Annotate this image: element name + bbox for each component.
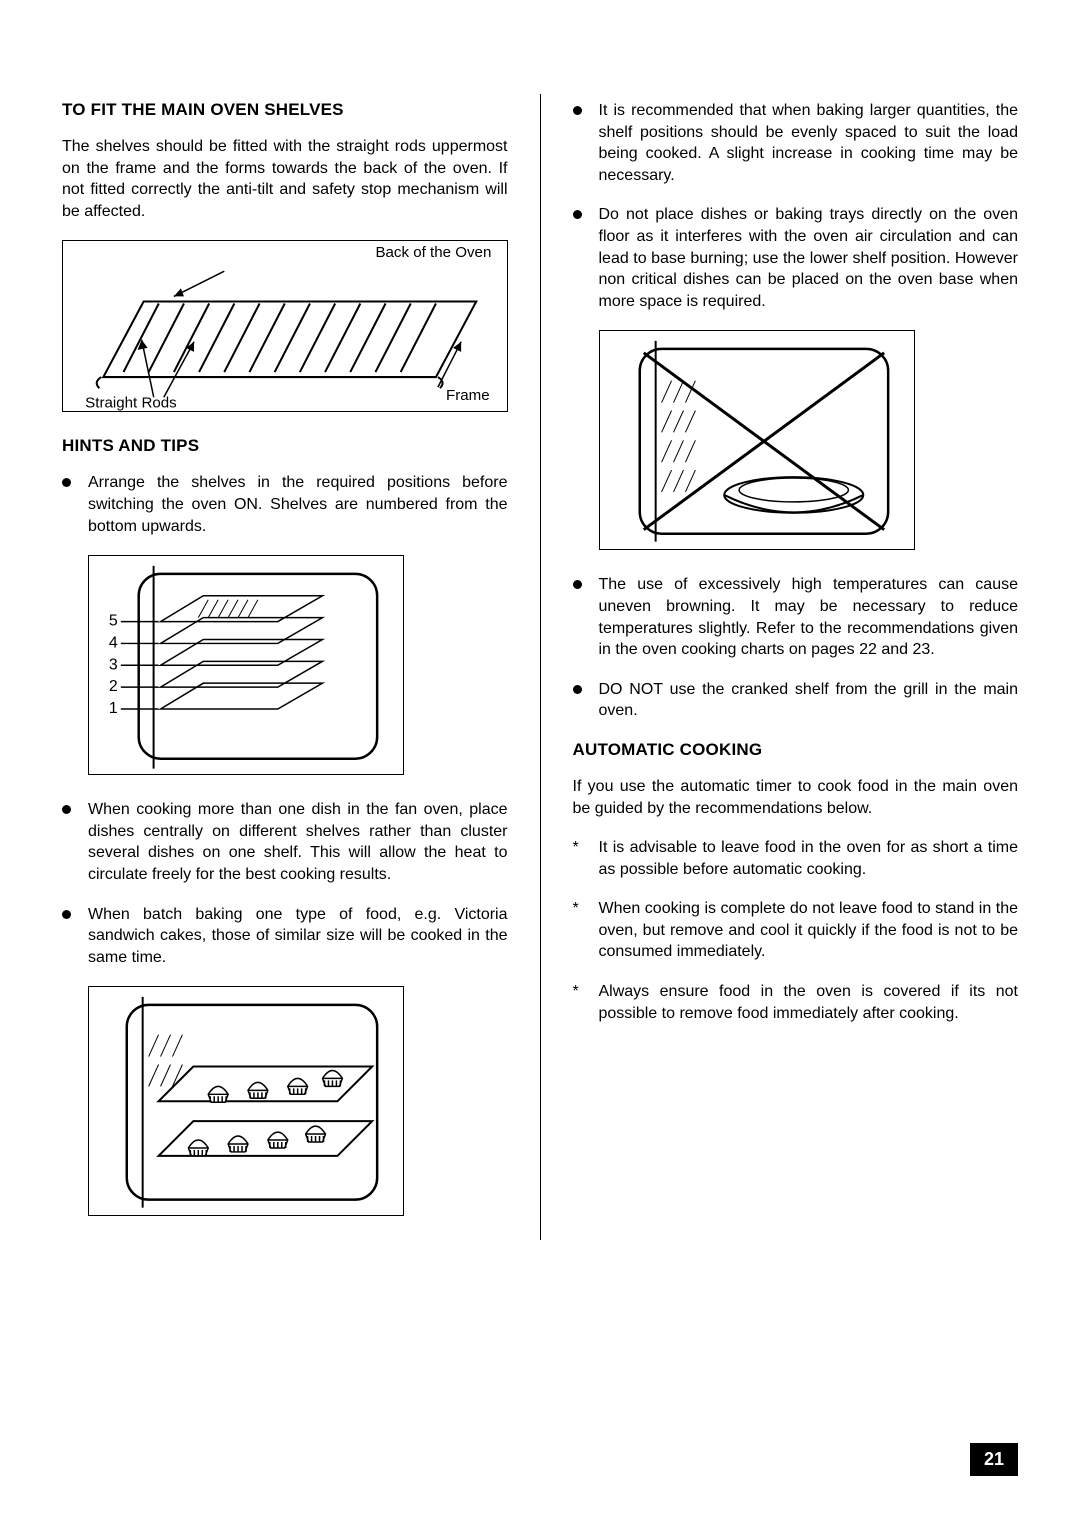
label-straight-rods: Straight Rods [85, 395, 177, 412]
tip-item: It is recommended that when baking large… [573, 100, 1019, 186]
page-number: 21 [970, 1443, 1018, 1476]
para-fit-shelves: The shelves should be fitted with the st… [62, 136, 508, 222]
auto-item: Always ensure food in the oven is covere… [573, 981, 1019, 1024]
figure-shelf-numbers: 5 4 3 2 1 [88, 555, 404, 775]
batch-baking-svg [89, 987, 403, 1216]
auto-item: It is advisable to leave food in the ove… [573, 837, 1019, 880]
tip-item: Do not place dishes or baking trays dire… [573, 204, 1019, 312]
shelf-numbers-svg: 5 4 3 2 1 [89, 556, 403, 775]
auto-cooking-list: It is advisable to leave food in the ove… [573, 837, 1019, 1024]
hint-item: When cooking more than one dish in the f… [62, 799, 508, 885]
column-divider [540, 94, 541, 1240]
figure-batch-baking [88, 986, 404, 1216]
left-column: TO FIT THE MAIN OVEN SHELVES The shelves… [62, 100, 508, 1240]
heading-fit-shelves: TO FIT THE MAIN OVEN SHELVES [62, 100, 508, 120]
tip-item: DO NOT use the cranked shelf from the gr… [573, 679, 1019, 722]
tip-item: The use of excessively high temperatures… [573, 574, 1019, 660]
hints-list: Arrange the shelves in the required posi… [62, 472, 508, 537]
auto-item: When cooking is complete do not leave fo… [573, 898, 1019, 963]
para-automatic: If you use the automatic timer to cook f… [573, 776, 1019, 819]
shelf-num-5: 5 [109, 613, 118, 630]
right-bullets-mid: The use of excessively high temperatures… [573, 574, 1019, 722]
page: TO FIT THE MAIN OVEN SHELVES The shelves… [0, 0, 1080, 1240]
figure-oven-shelf: Back of the Oven [62, 240, 508, 412]
hints-list-2: When cooking more than one dish in the f… [62, 799, 508, 968]
label-back-of-oven: Back of the Oven [375, 245, 491, 262]
heading-automatic-cooking: AUTOMATIC COOKING [573, 740, 1019, 760]
hint-item: Arrange the shelves in the required posi… [62, 472, 508, 537]
heading-hints-tips: HINTS AND TIPS [62, 436, 508, 456]
no-base-dish-svg [600, 331, 914, 550]
shelf-num-1: 1 [109, 700, 118, 717]
hint-item: When batch baking one type of food, e.g.… [62, 904, 508, 969]
shelf-num-3: 3 [109, 656, 118, 673]
shelf-num-2: 2 [109, 678, 118, 695]
oven-shelf-svg: Back of the Oven [63, 241, 507, 414]
label-frame: Frame [446, 388, 490, 405]
shelf-num-4: 4 [109, 635, 118, 652]
right-bullets-top: It is recommended that when baking large… [573, 100, 1019, 312]
right-column: It is recommended that when baking large… [573, 100, 1019, 1240]
figure-no-base-dish [599, 330, 915, 550]
